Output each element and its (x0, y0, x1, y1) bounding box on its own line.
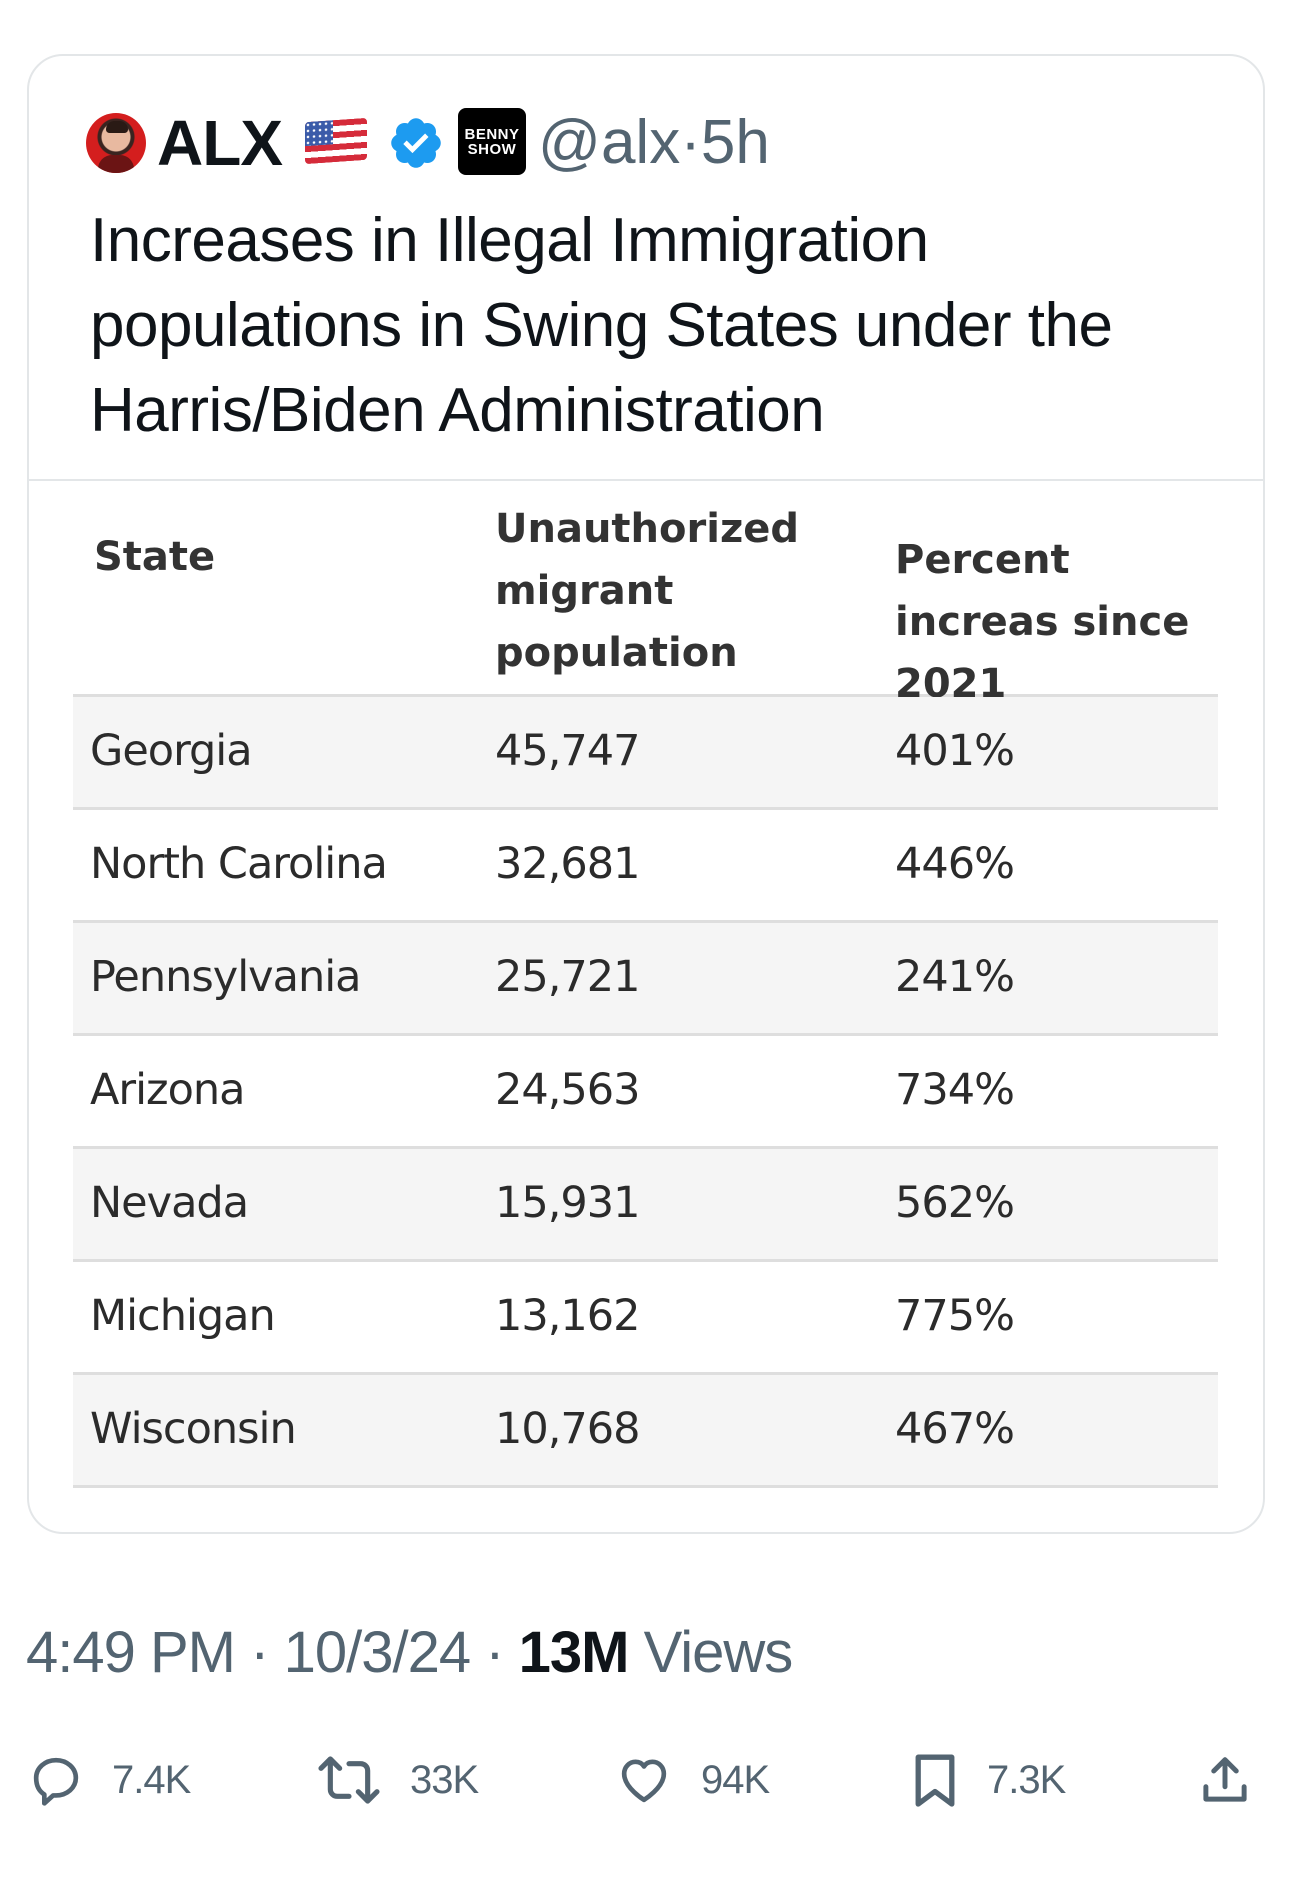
post-time[interactable]: 4:49 PM (26, 1620, 236, 1685)
cell-population: 25,721 (495, 952, 640, 1002)
cell-population: 10,768 (495, 1404, 640, 1454)
bookmark-icon (915, 1754, 955, 1807)
column-header-population: Unauthorized migrant population (495, 506, 799, 676)
cell-state: Pennsylvania (90, 952, 362, 1002)
reply-count: 7.4K (112, 1757, 191, 1802)
like-button[interactable]: 94K (615, 1745, 770, 1815)
author-handle[interactable]: @alx (538, 108, 681, 177)
table-row: Arizona 24,563 734% (73, 1036, 1218, 1149)
divider (29, 479, 1263, 481)
separator: · (250, 1620, 269, 1685)
affiliate-logo[interactable]: BENNY SHOW (458, 108, 526, 175)
reply-button[interactable]: 7.4K (28, 1745, 191, 1815)
table-header: State Unauthorized migrant population Pe… (73, 481, 1218, 707)
column-header-state: State (94, 534, 216, 580)
cell-state: Arizona (90, 1065, 246, 1115)
repost-count: 33K (410, 1757, 479, 1802)
bookmark-count: 7.3K (987, 1757, 1066, 1802)
verified-badge-icon (391, 118, 441, 168)
us-flag-icon (305, 117, 367, 165)
post-date[interactable]: 10/3/24 (283, 1620, 472, 1685)
cell-percent: 467% (895, 1404, 1015, 1454)
like-count: 94K (701, 1757, 770, 1802)
heart-icon (621, 1759, 667, 1803)
post-header: ALX BENNY SHOW @alx·5h (29, 56, 1263, 196)
handle-and-age: @alx·5h (538, 108, 770, 178)
cell-population: 13,162 (495, 1291, 640, 1341)
cell-state: Wisconsin (90, 1404, 297, 1454)
cell-state: North Carolina (90, 839, 388, 889)
cell-percent: 734% (895, 1065, 1015, 1115)
cell-percent: 446% (895, 839, 1015, 889)
cell-population: 24,563 (495, 1065, 640, 1115)
table-row: North Carolina 32,681 446% (73, 810, 1218, 923)
avatar[interactable] (86, 113, 146, 173)
cell-percent: 775% (895, 1291, 1015, 1341)
separator: · (680, 108, 701, 177)
post-meta: 4:49 PM · 10/3/24 · 13M Views (26, 1618, 794, 1688)
views-label: Views (643, 1620, 794, 1685)
table-row: Georgia 45,747 401% (73, 697, 1218, 810)
table-row: Pennsylvania 25,721 241% (73, 923, 1218, 1036)
cell-state: Nevada (90, 1178, 249, 1228)
cell-percent: 401% (895, 726, 1015, 776)
cell-population: 15,931 (495, 1178, 640, 1228)
action-bar: 7.4K 33K 94K 7.3K (0, 1745, 1290, 1815)
quoted-post-card[interactable]: ALX BENNY SHOW @alx·5h Increases in Ille… (27, 54, 1265, 1534)
reply-icon (33, 1757, 79, 1806)
author-name[interactable]: ALX (157, 107, 283, 179)
share-icon (1203, 1757, 1247, 1802)
cell-population: 45,747 (495, 726, 640, 776)
repost-button[interactable]: 33K (316, 1745, 479, 1815)
post-age[interactable]: 5h (700, 108, 770, 177)
share-button[interactable] (1198, 1745, 1252, 1815)
column-header-percent: Percent increas since 2021 (895, 537, 1190, 707)
separator: · (485, 1620, 504, 1685)
cell-percent: 241% (895, 952, 1015, 1002)
cell-state: Michigan (90, 1291, 276, 1341)
table-row: Nevada 15,931 562% (73, 1149, 1218, 1262)
table-row: Michigan 13,162 775% (73, 1262, 1218, 1375)
cell-percent: 562% (895, 1178, 1015, 1228)
cell-state: Georgia (90, 726, 253, 776)
table-row: Wisconsin 10,768 467% (73, 1375, 1218, 1488)
table-body: Georgia 45,747 401% North Carolina 32,681 446… (73, 697, 1218, 1488)
cell-population: 32,681 (495, 839, 640, 889)
data-table: State Unauthorized migrant population Pe… (73, 481, 1218, 1488)
views-count: 13M (518, 1620, 630, 1685)
post-text: Increases in Illegal Immigration populat… (90, 206, 1113, 445)
repost-icon (318, 1756, 380, 1804)
bookmark-button[interactable]: 7.3K (911, 1745, 1066, 1815)
